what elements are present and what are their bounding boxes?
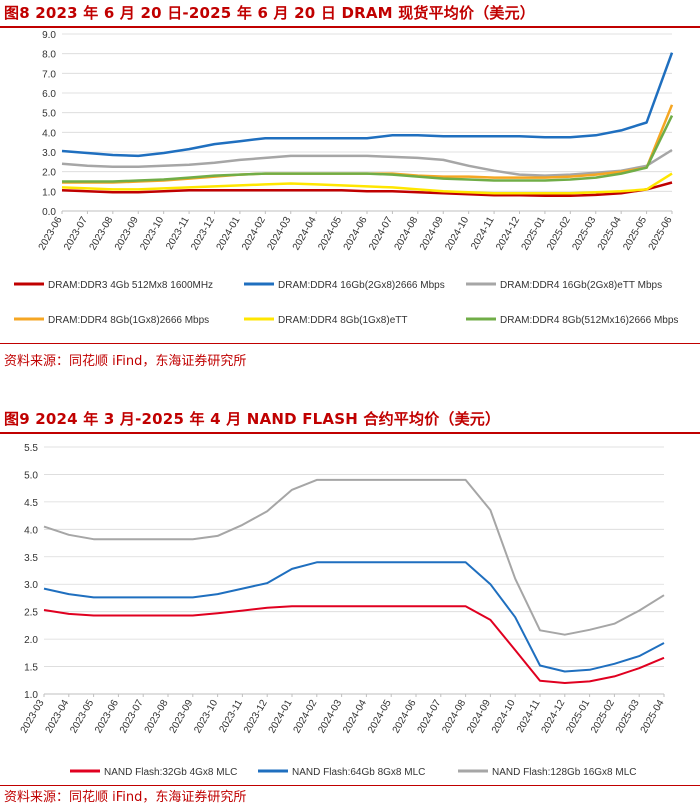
figure-2-title-rule <box>0 432 700 434</box>
x-tick-label: 2024-02 <box>240 215 268 253</box>
y-tick-label: 3.0 <box>42 148 56 159</box>
series-line-dram-ddr3-4gb-512mx8-1600mhz <box>61 181 673 197</box>
figure-2-bottom-rule <box>0 785 700 786</box>
series-line-dram-ddr4-16gb-2gx8-ett-mbps <box>61 148 673 177</box>
series-line-dram-ddr4-8gb-1gx8-2666-mbps <box>62 104 674 184</box>
x-tick-label: 2023-11 <box>164 215 192 252</box>
x-tick-label: 2024-10 <box>490 698 518 736</box>
figure-1-title-rule <box>0 26 700 28</box>
x-tick-label: 2023-09 <box>113 215 141 253</box>
legend-label: DRAM:DDR4 16Gb(2Gx8)eTT Mbps <box>500 280 662 291</box>
x-tick-label: 2025-02 <box>545 215 573 253</box>
y-tick-label: 9.0 <box>42 30 56 41</box>
y-tick-label: 2.5 <box>24 608 38 619</box>
series-line-nand-flash-64gb-8gx8-mlc <box>43 561 665 673</box>
y-tick-label: 4.0 <box>24 525 38 536</box>
x-tick-label: 2024-06 <box>342 215 370 253</box>
x-tick-label: 2024-08 <box>393 215 421 253</box>
y-tick-label: 3.0 <box>24 580 38 591</box>
x-tick-label: 2025-05 <box>621 215 649 253</box>
y-tick-label: 3.5 <box>24 553 38 564</box>
x-tick-label: 2023-10 <box>138 215 166 253</box>
legend-label: DRAM:DDR3 4Gb 512Mx8 1600MHz <box>48 280 213 291</box>
y-tick-label: 2.0 <box>42 168 56 179</box>
series-line-nand-flash-128gb-16gx8-mlc <box>43 478 665 636</box>
y-tick-label: 4.0 <box>42 128 56 139</box>
series-line-dram-ddr4-8gb-512mx16-2666-mbps <box>62 115 674 183</box>
figure-1-source: 资料来源：同花顺 iFind，东海证券研究所 <box>4 354 247 369</box>
x-tick-label: 2024-11 <box>469 215 497 252</box>
y-tick-label: 1.0 <box>24 690 38 701</box>
legend-label: NAND Flash:128Gb 16Gx8 MLC <box>492 767 637 778</box>
y-tick-label: 1.5 <box>24 663 38 674</box>
x-tick-label: 2023-07 <box>62 215 90 253</box>
legend-label: DRAM:DDR4 8Gb(1Gx8)2666 Mbps <box>48 315 209 326</box>
series-line-dram-ddr4-16gb-2gx8-2666-mbps <box>61 52 674 158</box>
x-tick-label: 2024-10 <box>443 215 471 253</box>
figure-2-source: 资料来源：同花顺 iFind，东海证券研究所 <box>4 790 247 805</box>
figure-1-title: 图8 2023 年 6 月 20 日-2025 年 6 月 20 日 DRAM … <box>4 4 536 22</box>
x-tick-label: 2024-07 <box>367 215 395 253</box>
nand-flash-contract-price-chart: 1.01.52.02.53.03.54.04.55.05.52023-03202… <box>19 443 667 778</box>
x-tick-label: 2025-04 <box>596 215 624 253</box>
legend-label: NAND Flash:32Gb 4Gx8 MLC <box>104 767 237 778</box>
legend-label: NAND Flash:64Gb 8Gx8 MLC <box>292 767 425 778</box>
y-tick-label: 0.0 <box>42 207 56 218</box>
x-tick-label: 2024-05 <box>316 215 344 253</box>
x-tick-label: 2024-04 <box>291 215 319 253</box>
x-tick-label: 2025-04 <box>639 698 667 736</box>
figure-2-title: 图9 2024 年 3 月-2025 年 4 月 NAND FLASH 合约平均… <box>4 410 501 428</box>
y-tick-label: 5.0 <box>24 470 38 481</box>
x-tick-label: 2023-08 <box>88 215 116 253</box>
series-line-dram-ddr4-8gb-1gx8-ett <box>61 172 673 195</box>
y-tick-label: 4.5 <box>24 498 38 509</box>
y-tick-label: 8.0 <box>42 50 56 61</box>
x-tick-label: 2024-09 <box>418 215 446 253</box>
y-tick-label: 5.5 <box>24 443 38 454</box>
legend-label: DRAM:DDR4 8Gb(512Mx16)2666 Mbps <box>500 315 678 326</box>
x-tick-label: 2023-10 <box>192 698 220 736</box>
y-tick-label: 6.0 <box>42 89 56 100</box>
legend-label: DRAM:DDR4 8Gb(1Gx8)eTT <box>278 315 407 326</box>
figure-1-bottom-rule <box>0 343 700 344</box>
x-tick-label: 2025-03 <box>570 215 598 253</box>
y-tick-label: 1.0 <box>42 187 56 198</box>
y-tick-label: 5.0 <box>42 109 56 120</box>
series-line-nand-flash-32gb-4gx8-mlc <box>43 605 665 684</box>
y-tick-label: 7.0 <box>42 69 56 80</box>
x-tick-label: 2024-11 <box>515 698 543 735</box>
x-tick-label: 2025-06 <box>647 215 675 253</box>
x-tick-label: 2025-01 <box>520 215 548 253</box>
legend-label: DRAM:DDR4 16Gb(2Gx8)2666 Mbps <box>278 280 445 291</box>
x-tick-label: 2023-11 <box>217 698 245 735</box>
x-tick-label: 2024-12 <box>494 215 522 253</box>
x-tick-label: 2023-06 <box>37 215 65 253</box>
dram-spot-price-chart: 0.01.02.03.04.05.06.07.08.09.02023-06202… <box>14 30 678 326</box>
x-tick-label: 2024-01 <box>215 215 243 253</box>
y-tick-label: 2.0 <box>24 635 38 646</box>
x-tick-label: 2023-12 <box>189 215 217 253</box>
x-tick-label: 2024-03 <box>265 215 293 253</box>
